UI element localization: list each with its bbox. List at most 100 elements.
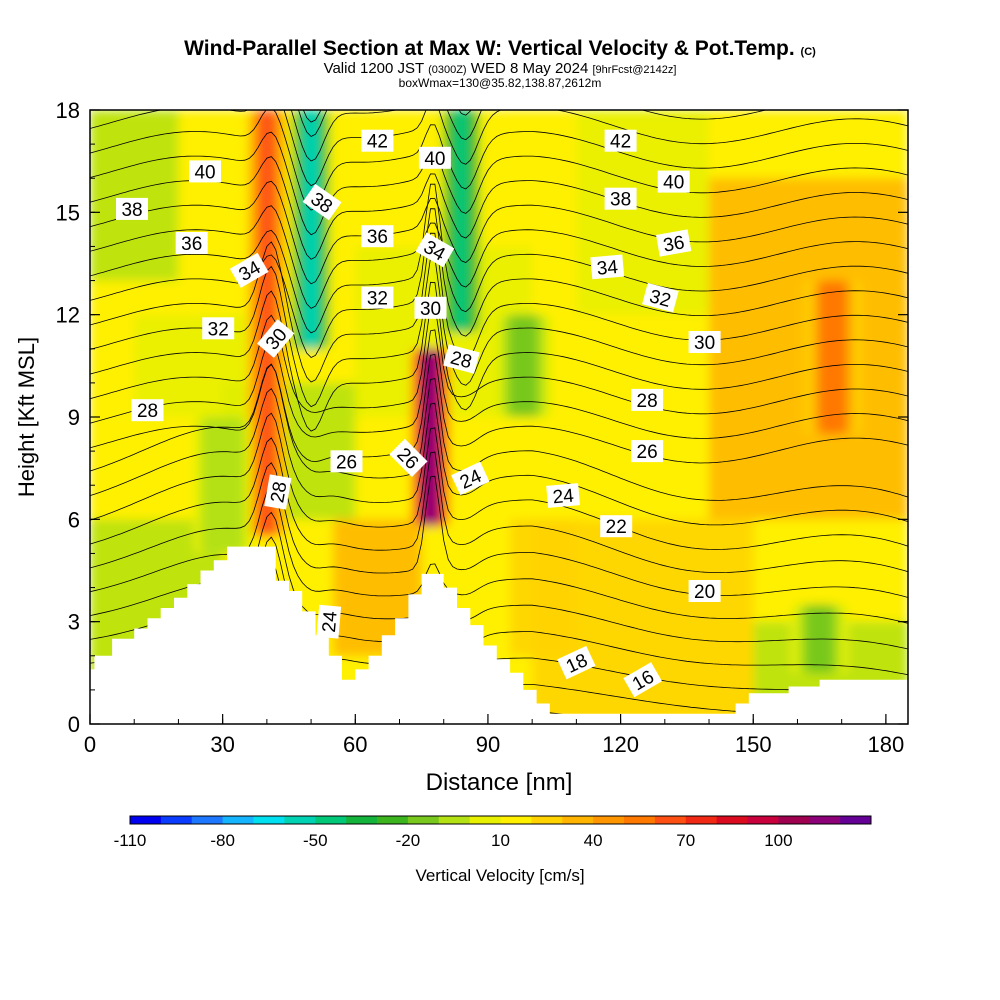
theta-contour: [302, 110, 322, 123]
theta-label: 32: [202, 317, 235, 340]
x-tick-label: 60: [343, 732, 367, 757]
colorbar-tick-label: -80: [210, 831, 235, 850]
colorbar-swatch: [716, 816, 748, 824]
colorbar-swatch: [284, 816, 316, 824]
x-tick-label: 90: [476, 732, 500, 757]
theta-label: 38: [116, 197, 148, 221]
theta-label-text: 30: [420, 299, 441, 320]
colorbar-swatch: [407, 816, 440, 824]
colorbar-tick-label: -50: [303, 831, 328, 850]
colorbar-swatch: [654, 816, 687, 824]
valid-utc: (0300Z): [428, 64, 467, 76]
theta-label: 36: [361, 225, 394, 248]
valid-time-line: Valid 1200 JST (0300Z) WED 8 May 2024 [9…: [0, 60, 1000, 77]
x-tick-label: 0: [84, 732, 96, 757]
theta-label-text: 28: [267, 480, 291, 504]
theta-label-text: 20: [694, 582, 715, 603]
theta-label: 22: [600, 515, 633, 538]
theta-label: 42: [604, 129, 637, 153]
theta-contour: [90, 437, 908, 573]
velocity-plume: [304, 110, 318, 349]
theta-contour: [90, 486, 908, 624]
velocity-plume: [423, 348, 438, 527]
colorbar-swatch: [593, 816, 625, 824]
colorbar-tick-label: 40: [584, 831, 603, 850]
y-tick-label: 3: [68, 610, 80, 635]
theta-contour: [90, 232, 908, 383]
colorbar-swatch: [315, 816, 347, 824]
valid-prefix: Valid 1200 JST: [323, 60, 424, 77]
forecast-info: [9hrFcst@2142z]: [592, 64, 677, 76]
y-tick-label: 9: [68, 405, 80, 430]
y-tick-label: 0: [68, 712, 80, 737]
theta-contour: [90, 205, 908, 309]
theta-label-text: 28: [637, 391, 658, 412]
theta-label: 40: [657, 170, 690, 194]
theta-label-text: 42: [610, 132, 631, 153]
velocity-plume: [818, 280, 848, 435]
x-axis: 0 30 60 90 120 150 180: [84, 714, 904, 757]
x-tick-label: 180: [868, 732, 905, 757]
colorbar-tick-label: 10: [491, 831, 510, 850]
theta-contour: [90, 281, 908, 432]
colorbar-tick-label: 100: [764, 831, 792, 850]
x-tick-label: 30: [210, 732, 234, 757]
theta-label: 32: [642, 282, 679, 313]
theta-contour: [90, 363, 908, 501]
colorbar-tick-label: 70: [676, 831, 695, 850]
colorbar-swatch: [253, 816, 285, 824]
theta-label-text: 26: [637, 442, 658, 463]
colorbar-swatch: [222, 816, 254, 824]
theta-label: 20: [688, 580, 721, 603]
chart-title: Wind-Parallel Section at Max W: Vertical…: [184, 37, 816, 60]
theta-label: 24: [316, 604, 342, 639]
colorbar-swatch: [191, 816, 224, 824]
theta-label-text: 36: [181, 234, 202, 255]
colorbar-swatch: [438, 816, 471, 824]
theta-contour: [90, 329, 908, 439]
colorbar: -110 -80 -50 -20 10 40 70 100: [114, 815, 872, 850]
colorbar-tick-label: -20: [396, 831, 421, 850]
velocity-region: [576, 110, 710, 315]
theta-label: 28: [264, 474, 292, 510]
theta-label-text: 32: [208, 319, 229, 340]
theta-contour: [90, 462, 908, 598]
theta-contour: [90, 183, 908, 334]
title-mark: (C): [800, 46, 816, 58]
theta-contour: [90, 131, 908, 236]
theta-label: 40: [189, 160, 221, 183]
y-axis-label: Height [Kft MSL]: [14, 337, 39, 497]
theta-contour: [90, 180, 908, 285]
theta-contour: [90, 110, 908, 211]
theta-label-text: 36: [367, 227, 388, 248]
colorbar-swatch: [778, 816, 810, 824]
theta-label-text: 26: [336, 452, 357, 473]
theta-contour: [90, 110, 908, 187]
theta-label: 28: [631, 388, 664, 412]
y-tick-label: 15: [56, 200, 80, 225]
theta-label: 32: [361, 286, 394, 310]
theta-label-text: 24: [319, 610, 342, 633]
y-tick-label: 12: [56, 303, 80, 328]
colorbar-swatch: [377, 816, 409, 824]
box-info: boxWmax=130@35.82,138.87,2612m: [398, 76, 602, 90]
terrain: [90, 546, 908, 724]
x-tick-label: 150: [735, 732, 772, 757]
theta-label: 30: [688, 331, 721, 354]
colorbar-swatch: [562, 816, 594, 824]
theta-label: 26: [631, 440, 664, 463]
theta-label: 40: [418, 146, 451, 170]
theta-label: 36: [656, 229, 692, 257]
colorbar-swatch: [840, 816, 872, 824]
colorbar-swatch: [469, 816, 501, 824]
x-tick-label: 120: [602, 732, 639, 757]
velocity-region: [90, 110, 179, 281]
theta-label-text: 40: [194, 162, 215, 183]
theta-label-text: 28: [137, 401, 158, 422]
x-axis-label: Distance [nm]: [426, 769, 573, 796]
colorbar-swatch: [624, 816, 656, 824]
colorbar-frame: [129, 815, 872, 825]
